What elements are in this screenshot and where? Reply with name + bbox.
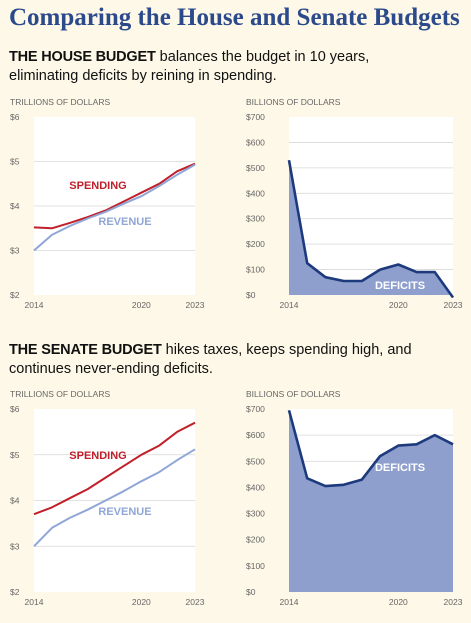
y-tick-label: $500 bbox=[246, 163, 265, 173]
y-tick-label: $600 bbox=[246, 430, 265, 440]
x-tick-label: 2014 bbox=[280, 300, 299, 310]
y-tick-label: $500 bbox=[246, 456, 265, 466]
y-tick-label: $5 bbox=[10, 450, 20, 460]
house-lead: THE HOUSE BUDGET bbox=[9, 49, 156, 65]
x-tick-label: 2014 bbox=[25, 300, 44, 310]
deficits-label: DEFICITS bbox=[375, 462, 425, 474]
x-tick-label: 2020 bbox=[132, 597, 151, 607]
deficits-area bbox=[289, 160, 453, 298]
y-tick-label: $700 bbox=[246, 112, 265, 122]
spending-label: SPENDING bbox=[69, 450, 126, 462]
house-deficit-chart: BILLIONS OF DOLLARS $0 $100 $200 $300 $400 $50… bbox=[246, 97, 463, 310]
y-tick-label: $2 bbox=[10, 290, 20, 300]
senate-intro-line2: continues never-ending deficits. bbox=[9, 361, 213, 377]
y-axis-label: TRILLIONS OF DOLLARS bbox=[10, 97, 110, 107]
plot-background bbox=[289, 117, 453, 295]
senate-trillions-chart: TRILLIONS OF DOLLARS $2 $3 $4 $5 $6 2014 2020 20… bbox=[10, 389, 205, 607]
deficits-line bbox=[287, 409, 454, 488]
deficits-area bbox=[289, 410, 453, 592]
y-tick-label: $100 bbox=[246, 265, 265, 275]
page-title: Comparing the House and Senate Budgets bbox=[9, 4, 460, 31]
revenue-line bbox=[33, 448, 196, 547]
x-tick-label: 2020 bbox=[389, 597, 408, 607]
spending-line bbox=[33, 162, 196, 230]
y-tick-label: $400 bbox=[246, 188, 265, 198]
y-axis-label: BILLIONS OF DOLLARS bbox=[246, 389, 341, 399]
revenue-label: REVENUE bbox=[98, 216, 151, 228]
y-tick-label: $200 bbox=[246, 239, 265, 249]
y-tick-label: $0 bbox=[246, 587, 256, 597]
y-tick-label: $400 bbox=[246, 482, 265, 492]
y-axis-label: TRILLIONS OF DOLLARS bbox=[10, 389, 110, 399]
y-tick-label: $3 bbox=[10, 541, 20, 551]
y-tick-label: $300 bbox=[246, 214, 265, 224]
y-tick-label: $0 bbox=[246, 290, 256, 300]
senate-deficit-chart: BILLIONS OF DOLLARS $0 $100 $200 $300 $400 $50… bbox=[246, 389, 463, 607]
y-tick-label: $700 bbox=[246, 404, 265, 414]
x-tick-label: 2023 bbox=[444, 597, 463, 607]
y-tick-label: $2 bbox=[10, 587, 20, 597]
y-tick-label: $600 bbox=[246, 137, 265, 147]
y-tick-label: $4 bbox=[10, 201, 20, 211]
y-tick-label: $100 bbox=[246, 561, 265, 571]
revenue-line bbox=[33, 163, 196, 252]
x-tick-label: 2023 bbox=[444, 300, 463, 310]
y-tick-label: $200 bbox=[246, 535, 265, 545]
x-tick-label: 2023 bbox=[186, 597, 205, 607]
y-tick-label: $5 bbox=[10, 157, 20, 167]
senate-intro: THE SENATE BUDGET hikes taxes, keeps spe… bbox=[9, 341, 469, 379]
senate-lead: THE SENATE BUDGET bbox=[9, 342, 162, 358]
spending-label: SPENDING bbox=[69, 180, 126, 192]
x-tick-label: 2014 bbox=[25, 597, 44, 607]
y-tick-label: $4 bbox=[10, 496, 20, 506]
senate-intro-text: hikes taxes, keeps spending high, and bbox=[161, 342, 412, 358]
house-intro-text: balances the budget in 10 years, bbox=[155, 49, 370, 65]
y-tick-label: $6 bbox=[10, 404, 20, 414]
x-tick-label: 2020 bbox=[389, 300, 408, 310]
y-axis-label: BILLIONS OF DOLLARS bbox=[246, 97, 341, 107]
x-tick-label: 2023 bbox=[186, 300, 205, 310]
spending-line bbox=[33, 421, 196, 516]
house-trillions-chart: TRILLIONS OF DOLLARS $2 $3 $4 $5 $6 2014 2020 20… bbox=[10, 97, 205, 310]
deficits-label: DEFICITS bbox=[375, 280, 425, 292]
house-intro: THE HOUSE BUDGET balances the budget in … bbox=[9, 48, 469, 86]
y-tick-label: $6 bbox=[10, 112, 20, 122]
y-tick-label: $300 bbox=[246, 509, 265, 519]
x-tick-label: 2020 bbox=[132, 300, 151, 310]
house-intro-line2: eliminating deficits by reining in spend… bbox=[9, 68, 277, 84]
x-tick-label: 2014 bbox=[280, 597, 299, 607]
y-tick-label: $3 bbox=[10, 246, 20, 256]
deficits-line bbox=[287, 159, 455, 299]
revenue-label: REVENUE bbox=[98, 506, 151, 518]
